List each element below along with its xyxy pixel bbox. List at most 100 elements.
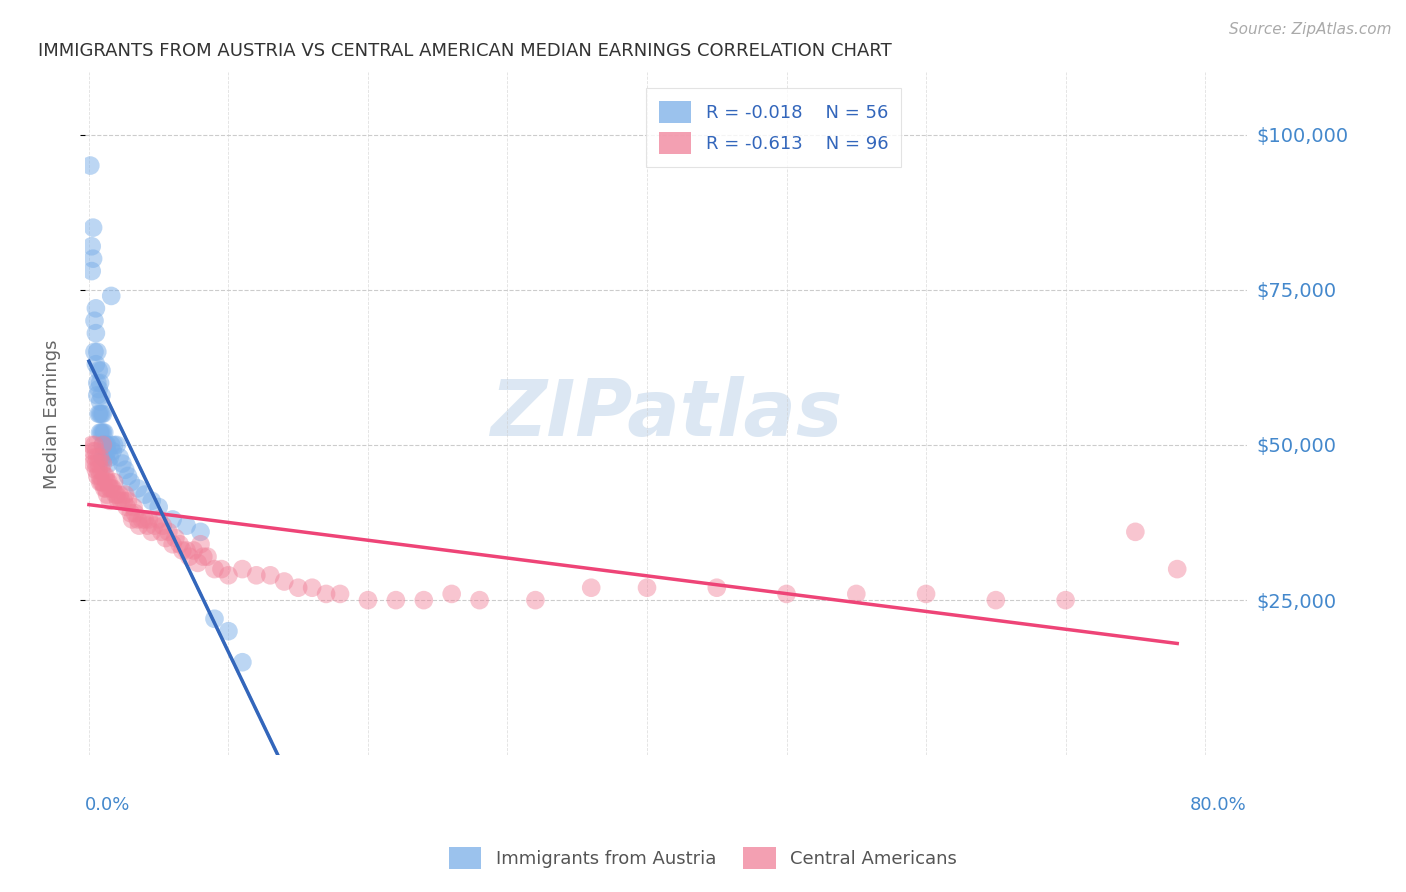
Point bbox=[120, 506, 142, 520]
Point bbox=[845, 587, 868, 601]
Point bbox=[86, 344, 108, 359]
Point bbox=[91, 457, 114, 471]
Point bbox=[134, 487, 156, 501]
Point bbox=[111, 457, 134, 471]
Point bbox=[122, 500, 145, 514]
Point bbox=[190, 537, 212, 551]
Point bbox=[86, 450, 108, 465]
Point bbox=[94, 438, 117, 452]
Y-axis label: Median Earnings: Median Earnings bbox=[44, 339, 60, 489]
Point bbox=[136, 518, 159, 533]
Point bbox=[91, 475, 114, 490]
Point bbox=[115, 500, 138, 514]
Point bbox=[91, 450, 114, 465]
Point bbox=[150, 524, 173, 539]
Point bbox=[117, 493, 139, 508]
Point bbox=[93, 469, 115, 483]
Point bbox=[162, 537, 184, 551]
Point bbox=[179, 549, 201, 564]
Point bbox=[117, 469, 139, 483]
Point bbox=[91, 407, 114, 421]
Point bbox=[245, 568, 267, 582]
Point bbox=[468, 593, 491, 607]
Point bbox=[301, 581, 323, 595]
Point bbox=[82, 252, 104, 266]
Point bbox=[105, 487, 128, 501]
Point bbox=[96, 444, 118, 458]
Point bbox=[197, 549, 219, 564]
Point bbox=[107, 493, 129, 508]
Point bbox=[120, 475, 142, 490]
Point bbox=[80, 239, 103, 253]
Text: 80.0%: 80.0% bbox=[1191, 797, 1247, 814]
Point bbox=[90, 388, 112, 402]
Point bbox=[915, 587, 938, 601]
Point bbox=[84, 444, 107, 458]
Point bbox=[90, 407, 112, 421]
Point bbox=[155, 531, 177, 545]
Point bbox=[87, 407, 110, 421]
Point bbox=[172, 543, 194, 558]
Point bbox=[157, 524, 180, 539]
Legend: Immigrants from Austria, Central Americans: Immigrants from Austria, Central America… bbox=[440, 838, 966, 879]
Point bbox=[89, 407, 111, 421]
Point bbox=[89, 394, 111, 409]
Point bbox=[357, 593, 380, 607]
Point bbox=[273, 574, 295, 589]
Point bbox=[84, 463, 107, 477]
Text: Source: ZipAtlas.com: Source: ZipAtlas.com bbox=[1229, 22, 1392, 37]
Point bbox=[80, 264, 103, 278]
Point bbox=[82, 220, 104, 235]
Point bbox=[231, 562, 253, 576]
Point bbox=[287, 581, 309, 595]
Point bbox=[96, 438, 118, 452]
Point bbox=[1054, 593, 1077, 607]
Point bbox=[105, 438, 128, 452]
Legend: R = -0.018    N = 56, R = -0.613    N = 96: R = -0.018 N = 56, R = -0.613 N = 96 bbox=[645, 88, 901, 167]
Point bbox=[775, 587, 797, 601]
Point bbox=[104, 487, 127, 501]
Point bbox=[97, 475, 120, 490]
Point bbox=[91, 425, 114, 440]
Point bbox=[100, 289, 122, 303]
Point bbox=[82, 444, 104, 458]
Point bbox=[165, 531, 187, 545]
Point bbox=[90, 363, 112, 377]
Point bbox=[385, 593, 408, 607]
Point bbox=[127, 482, 149, 496]
Point bbox=[91, 438, 114, 452]
Point bbox=[984, 593, 1007, 607]
Point bbox=[127, 512, 149, 526]
Point bbox=[440, 587, 463, 601]
Point bbox=[138, 512, 160, 526]
Point bbox=[89, 450, 111, 465]
Point bbox=[87, 363, 110, 377]
Point bbox=[152, 518, 174, 533]
Point bbox=[124, 506, 146, 520]
Point bbox=[114, 487, 136, 501]
Point bbox=[103, 475, 125, 490]
Point bbox=[89, 425, 111, 440]
Point bbox=[98, 450, 121, 465]
Point bbox=[259, 568, 281, 582]
Point bbox=[148, 500, 170, 514]
Point bbox=[148, 512, 170, 526]
Point bbox=[169, 537, 191, 551]
Point bbox=[96, 487, 118, 501]
Point bbox=[84, 326, 107, 341]
Point bbox=[141, 493, 163, 508]
Point bbox=[86, 388, 108, 402]
Point bbox=[101, 444, 124, 458]
Point bbox=[79, 159, 101, 173]
Point bbox=[94, 469, 117, 483]
Point bbox=[101, 482, 124, 496]
Point bbox=[176, 543, 198, 558]
Point bbox=[100, 482, 122, 496]
Point bbox=[84, 357, 107, 371]
Point bbox=[89, 475, 111, 490]
Text: ZIPatlas: ZIPatlas bbox=[489, 376, 842, 452]
Point bbox=[89, 376, 111, 390]
Point bbox=[83, 344, 105, 359]
Point bbox=[141, 524, 163, 539]
Point bbox=[112, 493, 135, 508]
